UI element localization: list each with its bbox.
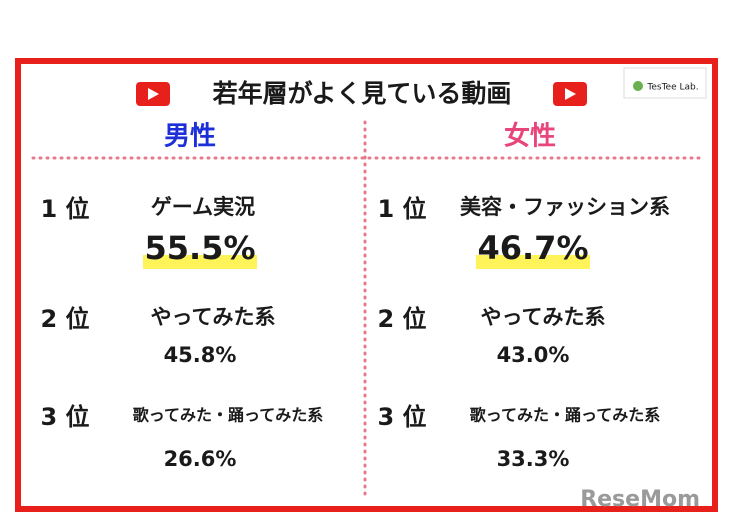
value: 46.7% [477,229,588,267]
column-heading: 男性 [164,122,216,152]
rank: 2 位 [377,305,426,333]
logo-text: TesTee Lab. [646,83,698,93]
video-icon [553,82,587,106]
category: 歌ってみた・踊ってみた系 [133,406,323,425]
rank: 2 位 [40,305,89,333]
category: ゲーム実況 [151,195,255,219]
title: 若年層がよく見ている動画 [212,79,512,108]
value: 33.3% [497,447,570,471]
category: 歌ってみた・踊ってみた系 [470,406,660,425]
video-icon [136,82,170,106]
value: 43.0% [497,343,570,367]
watermark: ReseMom [580,487,700,512]
logo: TesTee Lab. [623,67,707,99]
highlight [143,255,257,269]
value: 55.5% [144,229,255,267]
highlight [476,255,590,269]
rank: 1 位 [40,195,89,223]
category: やってみた系 [151,305,276,329]
value: 26.6% [164,447,237,471]
rank: 3 位 [377,403,426,431]
column-heading: 女性 [504,121,556,152]
category: やってみた系 [481,305,606,329]
category: 美容・ファッション系 [460,195,670,219]
rank: 1 位 [377,195,426,223]
frame [15,58,718,512]
value: 45.8% [164,343,237,367]
rank: 3 位 [40,403,89,431]
